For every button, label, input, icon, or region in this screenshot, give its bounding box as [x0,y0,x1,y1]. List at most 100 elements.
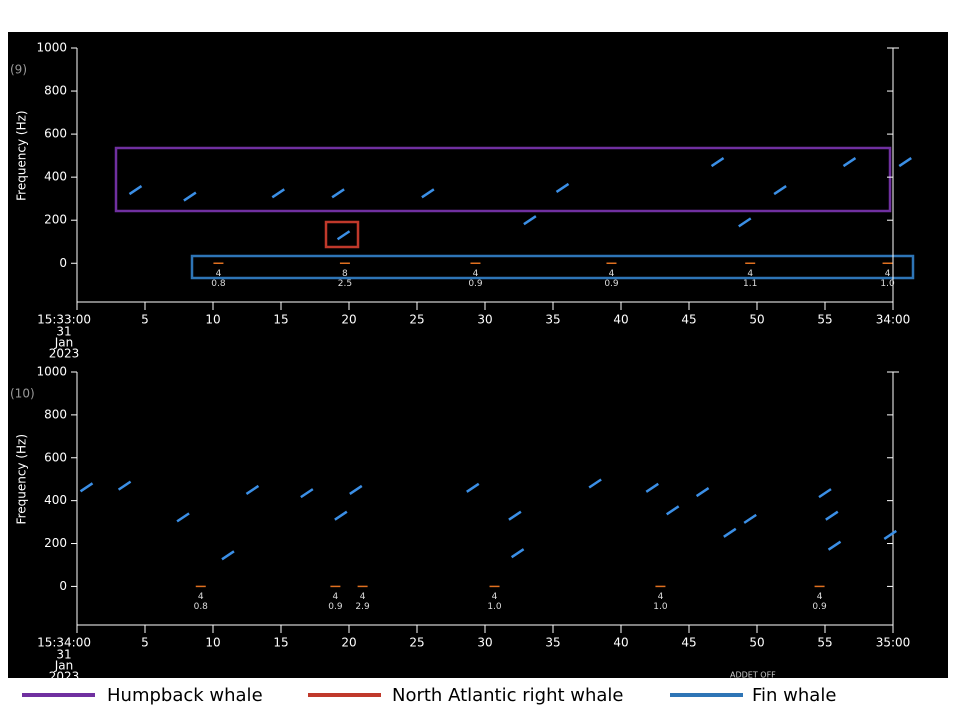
x-tick-label: 20 [341,313,356,327]
humpback-box [114,146,892,213]
call [723,527,737,538]
detection-label: 4 [609,269,615,279]
y-tick-label: 0 [59,579,67,593]
detection-label: 4 [473,269,479,279]
x-tick-label: 10 [205,313,220,327]
call [334,510,348,521]
x-tick-label: 50 [749,636,764,650]
x-tick-label: 30 [477,313,492,327]
panel-label: (9) [10,63,27,77]
detection-label: 4 [817,592,823,602]
footer-note: ADDET OFF [730,671,776,680]
x-tick-label: 40 [613,313,628,327]
x-tick-label: 25 [409,636,424,650]
x-tick-label: 40 [613,636,628,650]
x-tick-label: 55 [817,313,832,327]
date-label: 31 [56,648,71,662]
detection-label: 4 [885,269,891,279]
call [710,157,725,168]
x-tick-label: 55 [817,636,832,650]
call [773,185,787,196]
call [738,217,752,228]
call [588,478,602,489]
call [898,157,912,168]
call [827,540,842,551]
y-tick-label: 200 [44,213,67,227]
detection-label: 4 [747,269,753,279]
x-tick-label: 35 [545,636,560,650]
detection-label: 8 [342,269,348,279]
call [221,550,235,561]
y-tick-label: 1000 [36,41,67,55]
detection-label: 4 [216,269,222,279]
detection-label: 0.9 [468,279,483,289]
date-label: 2023 [49,670,80,684]
detection-label: 0.8 [194,602,209,612]
call [695,487,710,498]
date-label: 2023 [49,347,80,361]
call [523,215,537,226]
detection-label: 4 [333,592,339,602]
legend-label: Fin whale [752,685,836,706]
detection-label: 4 [360,592,366,602]
detection-label: 0.8 [211,279,226,289]
x-tick-label: 20 [341,636,356,650]
fin-whale-box [190,254,915,280]
detection-label: 0.9 [812,602,827,612]
x-tick-label: 15:33:00 [37,313,91,327]
call [128,185,143,196]
y-tick-label: 0 [59,256,67,270]
y-axis-label: Frequency (Hz) [15,110,29,201]
y-tick-label: 800 [44,407,67,421]
call [245,484,260,495]
detection-label: 1.0 [487,602,502,612]
x-tick-label: 35 [545,313,560,327]
y-tick-label: 400 [44,493,67,507]
detection-label: 2.5 [338,279,352,289]
detection-label: 4 [492,592,498,602]
x-tick-label: 5 [141,313,149,327]
detection-label: 1.0 [880,279,895,289]
call [300,488,314,499]
x-tick-label: 45 [681,636,696,650]
plot-background [8,32,948,678]
legend-label: Humpback whale [107,685,263,706]
call [331,188,345,199]
y-axis-label: Frequency (Hz) [15,434,29,524]
x-tick-label: 30 [477,636,492,650]
y-tick-label: 600 [44,450,67,464]
detection-label: 2.9 [355,602,370,612]
detection-label: 1.1 [743,279,757,289]
call [271,188,285,199]
call [825,510,839,521]
detection-label: 4 [198,592,204,602]
x-tick-label: 15 [273,636,288,650]
x-tick-label: 50 [749,313,764,327]
call [818,488,832,499]
call [508,510,522,521]
date-label: Jan [54,659,74,673]
y-tick-label: 400 [44,170,67,184]
call [510,548,525,559]
detection-label: 0.9 [604,279,619,289]
legend-label: North Atlantic right whale [392,685,624,706]
call [743,513,757,524]
call [883,529,897,540]
call [349,484,363,495]
call [176,512,190,523]
y-tick-label: 600 [44,127,67,141]
x-tick-label: 15:34:00 [37,636,91,650]
detection-label: 1.0 [653,602,668,612]
call [79,482,94,493]
x-tick-label: 34:00 [876,313,911,327]
x-tick-label: 45 [681,313,696,327]
call [645,482,659,493]
right-whale-box [324,220,360,249]
x-tick-label: 5 [141,636,149,650]
call [117,480,132,491]
call [555,182,570,193]
y-tick-label: 1000 [36,365,67,379]
y-tick-label: 800 [44,84,67,98]
panel-label: (10) [10,387,35,401]
